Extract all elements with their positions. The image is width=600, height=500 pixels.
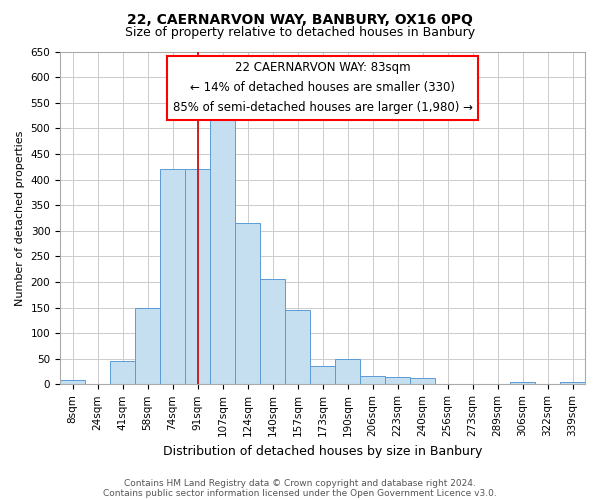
Bar	[410, 378, 435, 384]
Bar	[110, 362, 135, 384]
Bar	[310, 366, 335, 384]
Bar	[560, 382, 585, 384]
Bar	[385, 376, 410, 384]
Bar	[360, 376, 385, 384]
Text: 22 CAERNARVON WAY: 83sqm
← 14% of detached houses are smaller (330)
85% of semi-: 22 CAERNARVON WAY: 83sqm ← 14% of detach…	[173, 62, 473, 114]
Bar	[235, 223, 260, 384]
Text: 22, CAERNARVON WAY, BANBURY, OX16 0PQ: 22, CAERNARVON WAY, BANBURY, OX16 0PQ	[127, 12, 473, 26]
Y-axis label: Number of detached properties: Number of detached properties	[15, 130, 25, 306]
Bar	[135, 308, 160, 384]
Text: Size of property relative to detached houses in Banbury: Size of property relative to detached ho…	[125, 26, 475, 39]
Text: Contains public sector information licensed under the Open Government Licence v3: Contains public sector information licen…	[103, 488, 497, 498]
Bar	[335, 358, 360, 384]
Text: Contains HM Land Registry data © Crown copyright and database right 2024.: Contains HM Land Registry data © Crown c…	[124, 478, 476, 488]
Bar	[260, 280, 285, 384]
Bar	[510, 382, 535, 384]
X-axis label: Distribution of detached houses by size in Banbury: Distribution of detached houses by size …	[163, 444, 482, 458]
Bar	[160, 170, 185, 384]
Bar	[285, 310, 310, 384]
Bar	[185, 170, 210, 384]
Bar	[210, 110, 235, 384]
Bar	[60, 380, 85, 384]
